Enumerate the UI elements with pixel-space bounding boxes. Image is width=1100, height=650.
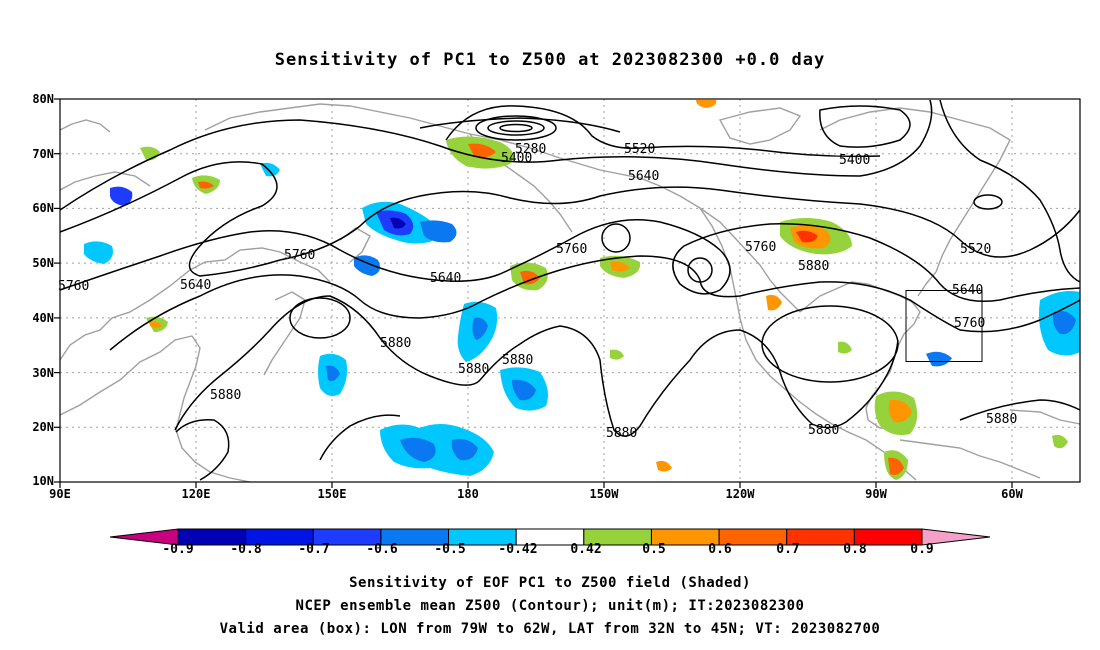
lat-label: 20N bbox=[32, 420, 54, 434]
lon-label: 90W bbox=[865, 487, 887, 501]
lon-label: 120E bbox=[181, 487, 211, 501]
colorbar-label: 0.5 bbox=[642, 542, 666, 557]
figure-title: Sensitivity of PC1 to Z500 at 2023082300… bbox=[274, 50, 826, 70]
contour-label: 5760 bbox=[284, 248, 315, 263]
contour-label: 5880 bbox=[502, 353, 533, 368]
valid-area-box bbox=[905, 290, 983, 362]
colorbar-right-cap bbox=[921, 528, 991, 546]
colorbar-label: -0.6 bbox=[366, 542, 398, 557]
lat-label: 30N bbox=[32, 366, 54, 380]
lat-label: 60N bbox=[32, 201, 54, 215]
contour-label: 5760 bbox=[58, 279, 89, 294]
map-panel: 5280 5400 5520 5400 5640 5760 5760 5640 … bbox=[54, 98, 1081, 488]
contour-label: 5760 bbox=[556, 242, 587, 257]
lat-label: 50N bbox=[32, 256, 54, 270]
gridlines bbox=[60, 99, 1080, 482]
lon-label: 90E bbox=[49, 487, 71, 501]
colorbar-label: -0.5 bbox=[434, 542, 466, 557]
contour-label: 5640 bbox=[180, 278, 211, 293]
contour-label: 5760 bbox=[745, 240, 776, 255]
lon-label: 180 bbox=[457, 487, 479, 501]
z500-contours bbox=[59, 99, 1081, 481]
contour-label: 5880 bbox=[210, 388, 241, 403]
colorbar-label: 0.9 bbox=[910, 542, 934, 557]
sensitivity-shading bbox=[84, 100, 1080, 480]
colorbar-label: 0.42 bbox=[570, 542, 602, 557]
contour-label: 5880 bbox=[458, 362, 489, 377]
contour-label: 5400 bbox=[501, 151, 532, 166]
contour-label-group: 5280 5400 5520 5400 5640 5760 5760 5640 … bbox=[58, 142, 1017, 441]
contour-label: 5880 bbox=[380, 336, 411, 351]
colorbar-label: 0.7 bbox=[776, 542, 800, 557]
contour-label: 5880 bbox=[808, 423, 839, 438]
lat-label: 10N bbox=[32, 474, 54, 488]
tick-marks bbox=[54, 98, 1013, 488]
colorbar-label: -0.7 bbox=[298, 542, 330, 557]
lon-label: 120W bbox=[725, 487, 755, 501]
contour-label: 5400 bbox=[839, 153, 870, 168]
contour-label: 5640 bbox=[952, 283, 983, 298]
lat-label: 70N bbox=[32, 147, 54, 161]
map-frame bbox=[59, 98, 1081, 483]
contour-label: 5880 bbox=[798, 259, 829, 274]
colorbar-label: 0.6 bbox=[708, 542, 732, 557]
contour-label: 5280 bbox=[515, 142, 546, 157]
colorbar-label: -0.8 bbox=[230, 542, 262, 557]
lat-label: 40N bbox=[32, 311, 54, 325]
caption-line-3: Valid area (box): LON from 79W to 62W, L… bbox=[219, 621, 881, 637]
contour-label: 5880 bbox=[606, 426, 637, 441]
lon-label: 150W bbox=[589, 487, 619, 501]
contour-label: 5640 bbox=[628, 169, 659, 184]
caption-line-1: Sensitivity of EOF PC1 to Z500 field (Sh… bbox=[349, 575, 751, 591]
caption-line-2: NCEP ensemble mean Z500 (Contour); unit(… bbox=[295, 598, 805, 614]
colorbar-label: -0.9 bbox=[162, 542, 194, 557]
lon-label: 60W bbox=[1001, 487, 1023, 501]
contour-label: 5520 bbox=[960, 242, 991, 257]
contour-label: 5520 bbox=[624, 142, 655, 157]
colorbar bbox=[109, 528, 991, 546]
colorbar-label: -0.42 bbox=[498, 542, 538, 557]
contour-label: 5880 bbox=[986, 412, 1017, 427]
contour-label: 5640 bbox=[430, 271, 461, 286]
lon-label: 150E bbox=[317, 487, 347, 501]
lat-label: 80N bbox=[32, 92, 54, 106]
contour-label: 5760 bbox=[954, 316, 985, 331]
colorbar-label: 0.8 bbox=[843, 542, 867, 557]
